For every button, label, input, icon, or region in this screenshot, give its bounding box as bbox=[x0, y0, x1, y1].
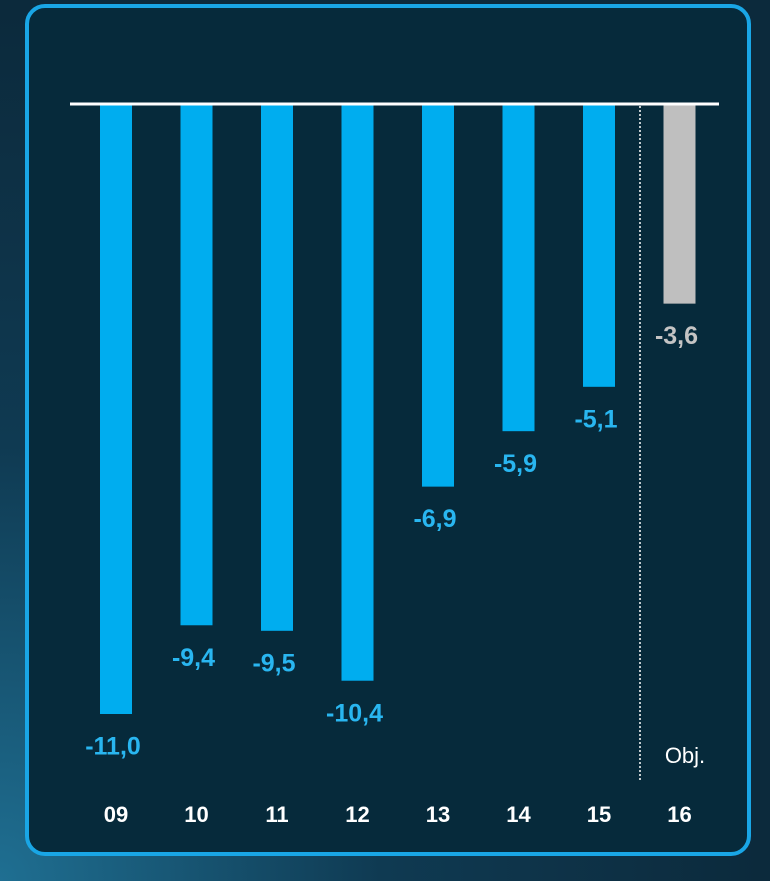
bar bbox=[422, 104, 454, 487]
value-label: -6,9 bbox=[413, 505, 456, 533]
x-tick-label: 11 bbox=[265, 802, 288, 827]
bar bbox=[663, 104, 696, 304]
value-label: -11,0 bbox=[85, 733, 141, 761]
x-tick-label: 12 bbox=[345, 802, 369, 827]
x-tick-label: 10 bbox=[184, 802, 208, 827]
value-label: -5,1 bbox=[574, 405, 617, 433]
annotation: Obj. bbox=[665, 743, 705, 768]
value-label: -10,4 bbox=[326, 699, 383, 727]
bar bbox=[180, 104, 213, 626]
bar bbox=[341, 104, 374, 681]
value-label: -9,4 bbox=[172, 644, 215, 672]
x-tick-label: 14 bbox=[506, 802, 531, 827]
value-label: -3,6 bbox=[655, 322, 698, 350]
bar bbox=[100, 104, 132, 714]
x-tick-label: 15 bbox=[587, 802, 611, 827]
value-label: -9,5 bbox=[252, 649, 295, 677]
value-label: -5,9 bbox=[494, 450, 537, 478]
x-tick-label: 16 bbox=[667, 802, 691, 827]
x-tick-label: 09 bbox=[104, 802, 128, 827]
bar bbox=[261, 104, 293, 631]
x-tick-label: 13 bbox=[426, 802, 450, 827]
bar bbox=[583, 104, 615, 387]
bar bbox=[502, 104, 535, 432]
